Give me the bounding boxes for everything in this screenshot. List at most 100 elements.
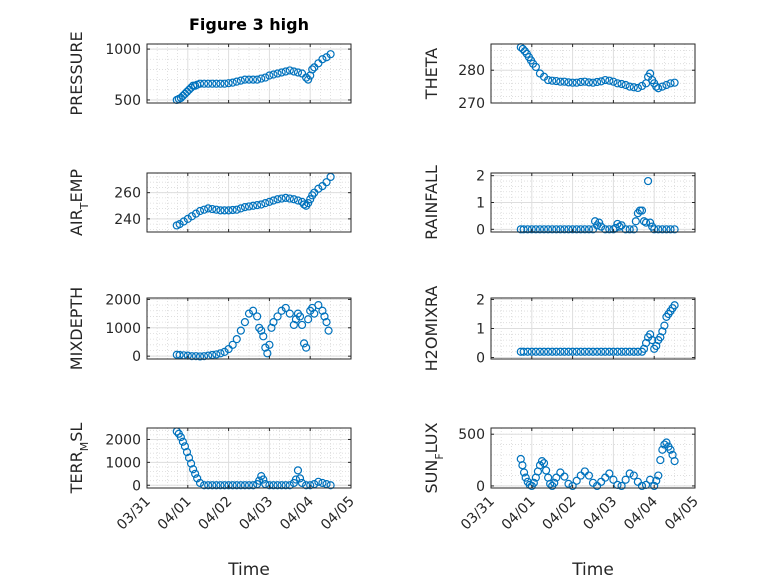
x-tick-label: 04/04 <box>277 493 317 533</box>
data-point <box>605 469 614 478</box>
y-tick-label: 280 <box>458 63 485 79</box>
data-point <box>541 466 551 475</box>
series-markers <box>516 43 679 93</box>
data-point <box>617 481 626 491</box>
data-point <box>576 77 585 87</box>
data-point <box>184 453 194 462</box>
x-tick-label: 03/31 <box>458 494 498 534</box>
data-point <box>617 79 626 89</box>
y-tick-label: 1 <box>476 196 485 212</box>
data-point <box>609 475 618 484</box>
data-point <box>556 468 565 477</box>
data-point <box>621 80 630 90</box>
data-point <box>625 347 634 356</box>
data-point <box>572 225 581 234</box>
data-point <box>314 477 323 486</box>
data-point <box>590 217 600 226</box>
data-point <box>572 78 581 87</box>
data-point <box>535 225 545 234</box>
data-point <box>656 455 665 465</box>
data-point <box>293 68 303 77</box>
data-point <box>255 476 264 485</box>
series-markers <box>172 300 333 361</box>
minor-grid <box>147 298 351 359</box>
data-point <box>191 469 200 478</box>
y-tick-label: 2 <box>476 292 485 308</box>
data-point <box>281 193 290 203</box>
data-point <box>310 309 319 318</box>
data-point <box>666 225 675 234</box>
data-point <box>580 347 589 356</box>
y-tick-label: 270 <box>458 96 485 112</box>
data-point <box>259 332 268 341</box>
data-point <box>531 225 540 234</box>
data-point <box>302 201 311 210</box>
data-point <box>535 461 545 470</box>
data-point <box>648 336 657 345</box>
data-point <box>236 204 245 213</box>
data-point <box>322 318 331 327</box>
data-point <box>314 184 323 193</box>
data-point <box>584 347 594 356</box>
data-point <box>244 202 254 211</box>
data-point <box>320 312 329 321</box>
data-point <box>297 320 307 330</box>
data-point <box>259 475 268 484</box>
data-point <box>609 347 618 356</box>
subplot-6: 0 1 2 H2OMIXRA <box>422 286 696 372</box>
data-point <box>544 347 553 356</box>
data-point <box>281 303 290 313</box>
data-point <box>572 347 581 356</box>
data-point <box>253 75 262 84</box>
axes-box <box>490 43 696 104</box>
data-point <box>613 347 622 356</box>
data-point <box>662 80 671 90</box>
data-point <box>178 437 188 446</box>
data-point <box>521 473 530 482</box>
data-point <box>556 225 565 234</box>
data-point <box>200 481 209 490</box>
data-point <box>564 225 573 234</box>
data-point <box>637 481 647 491</box>
y-tick-label: 1000 <box>105 321 141 337</box>
data-point <box>277 194 286 203</box>
x-tick-label: 04/01 <box>155 494 195 534</box>
data-point <box>281 481 290 490</box>
data-point <box>289 67 298 76</box>
data-point <box>568 78 577 87</box>
data-point <box>204 204 213 213</box>
y-tick-label: 2000 <box>105 432 141 448</box>
axes-box <box>146 297 352 360</box>
data-point <box>244 481 254 490</box>
y-axis-label: H2OMIXRA <box>422 286 441 372</box>
x-tick-label: 04/02 <box>196 494 236 534</box>
data-point <box>633 477 642 486</box>
data-point <box>662 438 671 447</box>
data-point <box>273 195 282 204</box>
data-point <box>572 476 581 485</box>
data-point <box>269 481 278 490</box>
data-point <box>597 77 606 86</box>
data-point <box>605 347 614 356</box>
data-point <box>187 352 196 361</box>
data-point <box>224 206 233 215</box>
plot-area <box>147 44 351 103</box>
data-point <box>281 67 290 76</box>
data-point <box>216 206 225 215</box>
figure-title: Figure 3 high <box>189 15 309 34</box>
data-point <box>322 178 331 187</box>
data-point <box>248 201 258 210</box>
series-markers <box>172 172 335 230</box>
data-point <box>666 445 675 454</box>
data-point <box>220 481 229 490</box>
data-point <box>297 478 307 488</box>
x-tick-label: 04/04 <box>621 493 661 533</box>
data-point <box>580 77 589 86</box>
data-point <box>629 83 638 92</box>
data-point <box>224 79 233 88</box>
x-tick-label: 04/02 <box>540 494 580 534</box>
data-point <box>658 82 667 91</box>
data-point <box>637 206 647 215</box>
data-point <box>295 312 305 321</box>
data-point <box>605 76 614 85</box>
